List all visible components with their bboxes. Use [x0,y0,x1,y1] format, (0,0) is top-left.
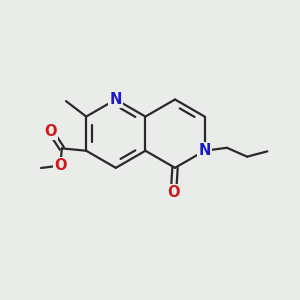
Text: O: O [167,185,180,200]
Text: O: O [54,158,67,173]
Text: N: N [110,92,122,107]
Text: O: O [44,124,57,139]
Text: N: N [198,143,211,158]
